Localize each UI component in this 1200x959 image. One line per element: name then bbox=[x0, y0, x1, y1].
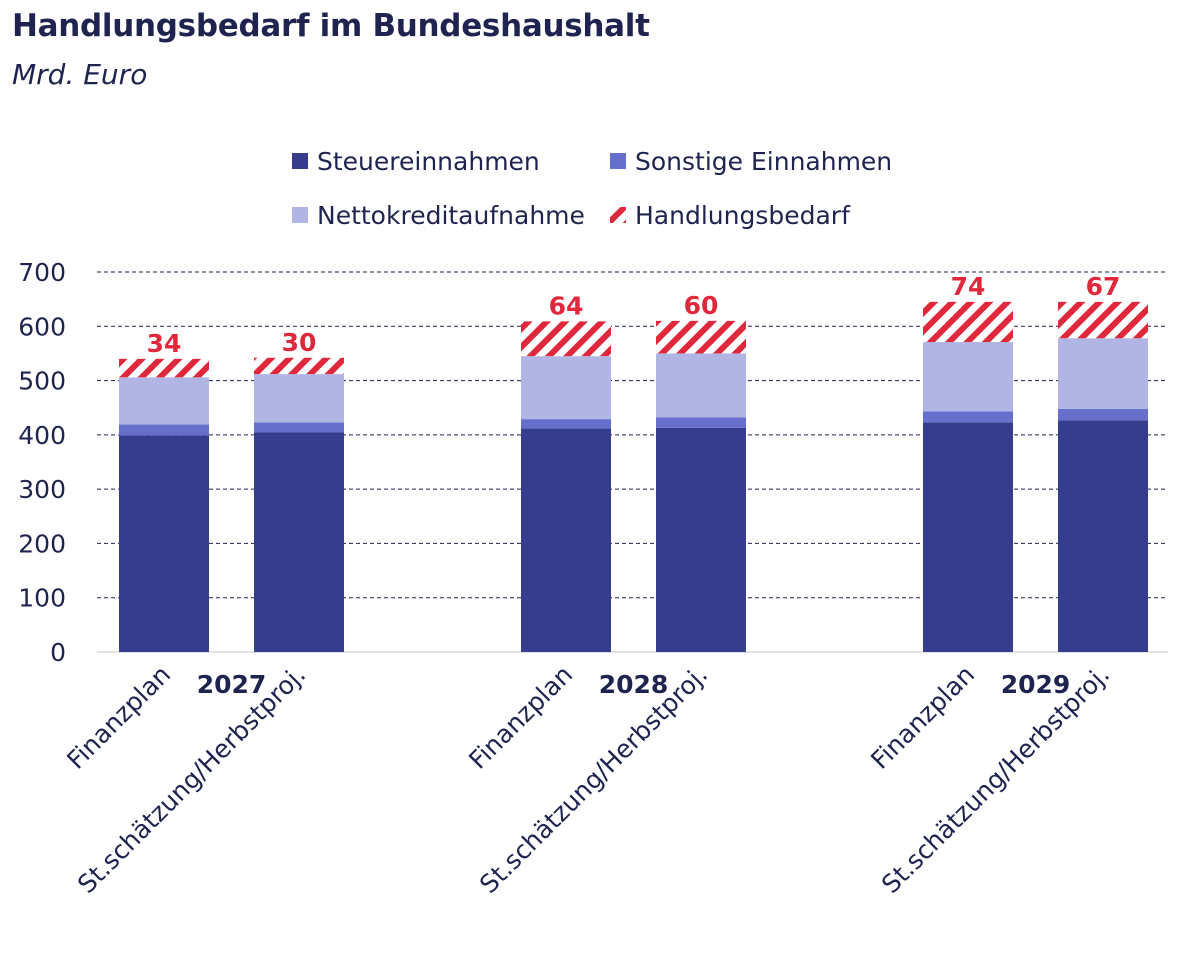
bar-segment-steuereinnahmen bbox=[119, 435, 209, 652]
category-label: St.schätzung/Herbstproj. bbox=[72, 660, 311, 899]
data-label: 74 bbox=[951, 272, 986, 301]
group-label: 2028 bbox=[599, 670, 669, 699]
legend-label: Handlungsbedarf bbox=[635, 201, 851, 230]
category-label: Finanzplan bbox=[61, 660, 176, 775]
y-tick-label: 100 bbox=[18, 584, 66, 613]
category-label: St.schätzung/Herbstproj. bbox=[474, 660, 713, 899]
legend-swatch-sonstige einnahmen bbox=[610, 153, 626, 169]
bar-segment-handlungsbedarf bbox=[119, 358, 209, 378]
bar-segment-steuereinnahmen bbox=[521, 428, 611, 652]
bar-segment-steuereinnahmen bbox=[254, 432, 344, 652]
bar-segment-sonstige einnahmen bbox=[923, 411, 1013, 423]
bar-segment-handlungsbedarf bbox=[1058, 301, 1148, 339]
category-label: Finanzplan bbox=[463, 660, 578, 775]
data-label: 34 bbox=[147, 329, 182, 358]
y-axis: 0 100 200 300 400 500 600 700 bbox=[18, 258, 66, 667]
bar-segment-sonstige einnahmen bbox=[1058, 408, 1148, 421]
bar-segment-nettokreditaufnahme bbox=[923, 342, 1013, 412]
data-label: 60 bbox=[684, 291, 719, 320]
chart-legend: Steuereinnahmen Sonstige Einnahmen Nettokr… bbox=[292, 147, 892, 230]
bar-segment-handlungsbedarf bbox=[254, 357, 344, 375]
bar-segment-handlungsbedarf bbox=[923, 301, 1013, 343]
bar-segment-nettokreditaufnahme bbox=[656, 353, 746, 418]
bar-segment-steuereinnahmen bbox=[656, 427, 746, 652]
group-label: 2027 bbox=[197, 670, 267, 699]
data-labels: 34 30 64 60 74 67 bbox=[147, 272, 1121, 358]
category-label: St.schätzung/Herbstproj. bbox=[876, 660, 1115, 899]
legend-swatch-steuereinnahmen bbox=[292, 153, 308, 169]
y-tick-label: 500 bbox=[18, 367, 66, 396]
y-tick-label: 200 bbox=[18, 529, 66, 558]
bar-segment-sonstige einnahmen bbox=[119, 424, 209, 436]
legend-swatch-handlungsbedarf bbox=[610, 207, 626, 223]
bar-segment-nettokreditaufnahme bbox=[521, 356, 611, 420]
data-label: 64 bbox=[549, 291, 584, 320]
group-label: 2029 bbox=[1001, 670, 1071, 699]
bar-segment-steuereinnahmen bbox=[1058, 420, 1148, 652]
legend-label: Sonstige Einnahmen bbox=[635, 147, 892, 176]
bar-segment-handlungsbedarf bbox=[656, 320, 746, 354]
bar-segment-steuereinnahmen bbox=[923, 422, 1013, 652]
legend-swatch-nettokreditaufnahme bbox=[292, 207, 308, 223]
y-tick-label: 400 bbox=[18, 421, 66, 450]
bar-segment-handlungsbedarf bbox=[521, 321, 611, 357]
category-label: Finanzplan bbox=[865, 660, 980, 775]
bar-segment-nettokreditaufnahme bbox=[254, 374, 344, 423]
data-label: 67 bbox=[1086, 272, 1121, 301]
bar-segment-nettokreditaufnahme bbox=[1058, 338, 1148, 409]
bar-segment-nettokreditaufnahme bbox=[119, 377, 209, 425]
bars bbox=[119, 301, 1148, 652]
chart-subtitle: Mrd. Euro bbox=[12, 58, 148, 91]
y-tick-label: 0 bbox=[50, 638, 66, 667]
data-label: 30 bbox=[282, 328, 317, 357]
legend-label: Steuereinnahmen bbox=[317, 147, 540, 176]
y-tick-label: 300 bbox=[18, 475, 66, 504]
y-tick-label: 700 bbox=[18, 258, 66, 287]
bar-segment-sonstige einnahmen bbox=[521, 419, 611, 429]
bar-segment-sonstige einnahmen bbox=[254, 422, 344, 433]
y-tick-label: 600 bbox=[18, 312, 66, 341]
chart-title: Handlungsbedarf im Bundeshaushalt bbox=[12, 8, 650, 44]
bar-segment-sonstige einnahmen bbox=[656, 417, 746, 428]
legend-label: Nettokreditaufnahme bbox=[317, 201, 585, 230]
